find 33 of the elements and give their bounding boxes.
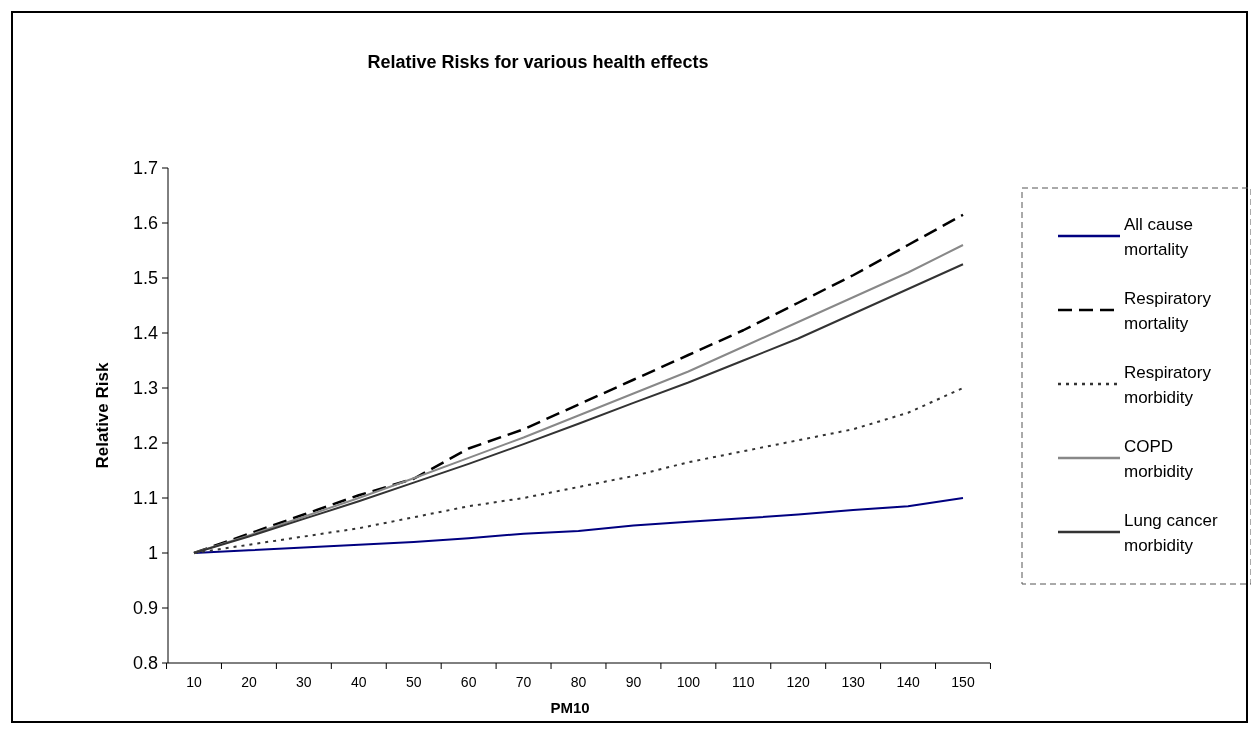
y-tick-label: 1.5	[132, 268, 158, 289]
x-tick-label: 20	[241, 674, 257, 690]
y-tick-label: 1.7	[132, 158, 158, 179]
y-tick-label: 0.9	[132, 598, 158, 619]
x-tick-label: 30	[296, 674, 312, 690]
x-tick-label: 100	[676, 674, 701, 690]
y-axis-title: Relative Risk	[93, 362, 112, 469]
x-tick-label: 70	[515, 674, 532, 690]
x-tick-label: 60	[460, 674, 477, 690]
x-tick-label: 140	[896, 674, 920, 690]
x-tick-label: 50	[405, 674, 422, 690]
x-tick-label: 10	[186, 674, 202, 690]
y-tick-label: 1	[147, 543, 158, 564]
legend-label: Lung cancer morbidity	[1124, 510, 1218, 555]
legend-label: COPD morbidity	[1124, 436, 1194, 481]
x-tick-label: 110	[732, 674, 755, 690]
legend-label: Respiratory mortality	[1124, 288, 1212, 333]
y-tick-label: 1.2	[132, 433, 158, 454]
y-tick-label: 1.1	[132, 488, 158, 509]
y-tick-label: 1.6	[132, 213, 158, 234]
chart-title: Relative Risks for various health effects	[367, 52, 709, 72]
x-tick-label: 90	[625, 674, 642, 690]
legend-label: Respiratory morbidity	[1124, 362, 1212, 407]
x-tick-label: 130	[841, 674, 866, 690]
x-tick-label: 80	[570, 674, 587, 690]
x-axis-title: PM10	[550, 699, 590, 716]
x-tick-label: 120	[786, 674, 811, 690]
y-tick-label: 1.3	[132, 378, 158, 399]
y-tick-label: 1.4	[132, 323, 158, 344]
x-tick-label: 40	[351, 674, 367, 690]
legend-label: All cause mortality	[1124, 214, 1193, 259]
y-tick-label: 0.8	[132, 653, 158, 674]
x-tick-label: 150	[951, 674, 975, 690]
